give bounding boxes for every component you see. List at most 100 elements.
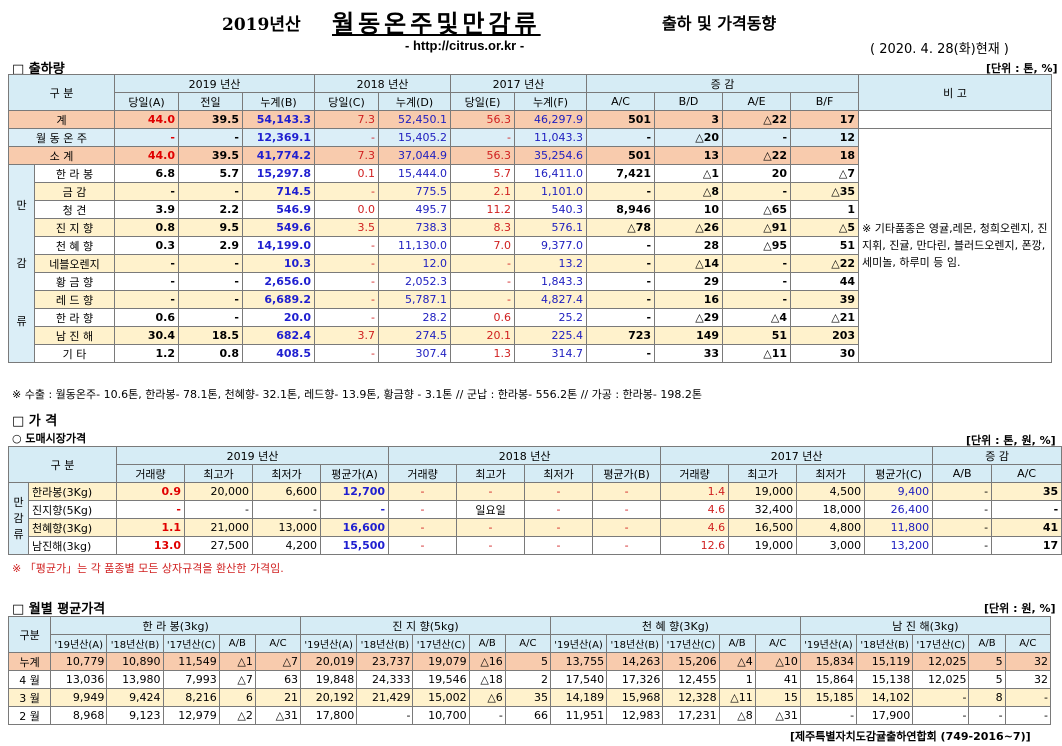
table-cell: 0.6 [114,308,179,327]
table-cell: 4.6 [660,500,730,519]
table-cell: 19,848 [300,670,358,689]
header-row: 당일(A) 전일 누계(B) 당일(C) 누계(D) 당일(E) 누계(F) A/C B/D A/… [9,92,1052,111]
table-cell: 5,787.1 [377,290,452,309]
remark-empty [858,110,1053,129]
table-cell: 12,328 [662,688,720,707]
table-cell: 33 [654,344,724,363]
table-cell: - [314,254,379,273]
table-cell: 1 [790,200,860,219]
col-header: '17년산(C) [162,634,220,653]
col-header: A/E [722,92,792,111]
table-cell: 37,044.9 [377,146,452,165]
table-cell: 5 [504,652,551,671]
table-cell: 0.8 [178,344,243,363]
table-cell: 35 [504,688,551,707]
table-cell: 5.7 [178,164,243,183]
row-label: 한 라 봉 [34,164,115,183]
table-cell: - [314,128,379,147]
table-cell: 4,500 [796,482,866,501]
table-cell: 4.6 [660,518,730,537]
table-cell: △21 [790,308,860,327]
table-cell: 51 [790,236,860,255]
table-cell: 14,263 [606,652,664,671]
row-label: 소 계 [8,146,115,165]
table-cell: 44.0 [114,110,179,129]
table-cell: 17,540 [549,670,608,689]
table-row: 금 감 - -714.5-775.5 2.1 1,101.0- △8- △35 [9,182,1052,201]
table-cell: 11.2 [450,200,516,219]
row-label: 기 타 [34,344,115,363]
table-row: 3 월 9,949 9,424 8,216 6 21 20,192 21,429 15,002 △… [7,688,1052,707]
table-cell: 0.6 [450,308,516,327]
table-cell: - [184,500,253,519]
table-cell: 408.5 [242,344,315,363]
table-cell: 13,980 [106,670,164,689]
table-cell: - [178,290,243,309]
table-cell: 15,138 [856,670,914,689]
table-cell: 3.7 [314,326,379,345]
table-cell: - [456,482,526,501]
price-section-title: □ 가 격 [12,414,58,429]
table-row: 월 동 온 주 - -12,369.1-15,405.2-11,043.3- △20-… [8,128,1053,363]
table-cell: 41,774.2 [242,146,315,165]
row-label: 진지향(5Kg) [28,500,117,519]
table-cell: 1 [718,670,756,689]
table-cell: 12,983 [606,706,664,725]
col-header-remark: 비 고 [858,74,1053,111]
table-cell: 7,421 [586,164,656,183]
table-cell: 4,200 [252,536,321,555]
table-cell: 6 [218,688,256,707]
col-header: '17년산(C) [662,634,720,653]
table-row: 남 진 해 30.4 18.5 682.4 3.7 274.5 20.1 225.4 723 14… [9,326,1052,345]
table-cell: 18,000 [796,500,866,519]
table-cell: 314.7 [514,344,588,363]
table-cell: - [314,290,379,309]
col-header: '19년산(A) [50,634,108,653]
table-row: 소 계 44.0 39.5 41,774.2 7.3 37,044.9 56.3 35,254… [8,146,1052,165]
col-header: A/B [218,634,256,653]
table-cell: 1.2 [114,344,179,363]
table-cell: - [586,128,656,147]
group-label-char: 감 [13,511,24,525]
table-cell: 3,000 [796,536,866,555]
table-cell: - [722,290,792,309]
table-cell: 10,890 [106,652,164,671]
table-cell: 4,800 [796,518,866,537]
table-cell: 12,025 [912,670,970,689]
table-cell: - [450,272,516,291]
col-header: 거래량 [660,464,730,483]
table-cell: 66 [504,706,551,725]
table-cell: 13,200 [864,536,934,555]
table-cell: △65 [722,200,792,219]
table-cell: 23,737 [356,652,414,671]
table-cell: 52,450.1 [377,110,452,129]
shipment-section-title: □ 출하량 [12,62,65,77]
table-row: 계 44.0 39.5 54,143.3 7.3 52,450.1 56.3 46,297.9… [8,110,1053,129]
col-header-2017: 2017 년산 [450,74,588,93]
table-row: 진 지 향 0.8 9.5 549.6 3.5 738.3 8.3 576.1 △78 △26 △9… [9,218,1052,237]
table-cell: 19,546 [412,670,470,689]
table-cell: 51 [722,326,792,345]
col-header: '17년산(C) [912,634,970,653]
table-cell: 12,979 [162,706,220,725]
table-cell: - [114,128,179,147]
table-row: 만 감 류 한라봉(3Kg) 0.9 20,000 6,600 12,700- - - -1.4 19… [8,482,1062,555]
row-label: 한라봉(3Kg) [28,482,117,501]
header-row: 구분 한 라 봉(3kg) 진 지 향(5kg) 천 혜 향(3Kg) 남 진 해(3k… [7,616,1052,653]
table-cell: 149 [654,326,724,345]
table-cell: - [178,272,243,291]
table-cell: 11,951 [549,706,608,725]
table-cell: - [314,236,379,255]
row-label: 천혜향(3Kg) [28,518,117,537]
table-cell: 19,000 [728,536,798,555]
price-footnote: ※ 「평균가」는 각 품종별 모든 상자규격을 환산한 가격임. [12,562,284,575]
table-cell: - [586,182,656,201]
col-header: 누계(B) [242,92,315,111]
table-cell: - [450,290,516,309]
table-cell: 10.3 [242,254,315,273]
table-cell: △4 [718,652,756,671]
table-cell: 15,405.2 [377,128,452,147]
table-cell: △8 [718,706,756,725]
site-url[interactable]: - http://citrus.or.kr - [405,38,525,53]
